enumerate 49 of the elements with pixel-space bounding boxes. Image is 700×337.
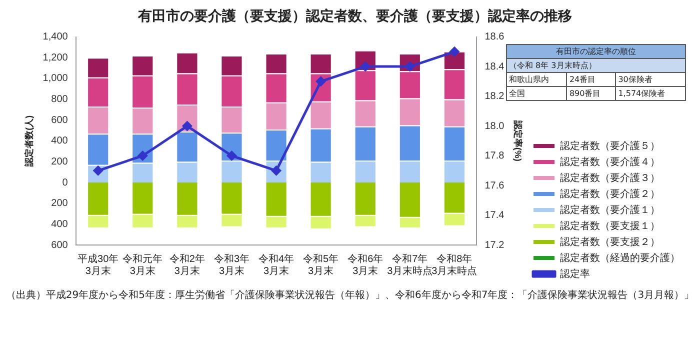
y2-tick-label: 18.6 — [484, 32, 505, 43]
x-tick-label: 令和7年 3月末時点 — [387, 252, 433, 277]
text: 30保険者 — [616, 72, 686, 86]
legend-label: 認定者数（要介護１） — [560, 204, 660, 216]
y2-tick-label: 17.2 — [484, 240, 505, 251]
x-tick-label: 令和5年 3月末 — [303, 252, 339, 277]
legend-label: 認定者数（要支援２） — [560, 236, 660, 248]
x-tick-label: 令和4年 3月末 — [258, 252, 294, 277]
y2-tick-label: 17.8 — [484, 150, 505, 162]
y-tick-label: 0 — [62, 177, 68, 188]
y-axis-title: 認定者数(人) — [24, 115, 34, 168]
y2-tick-label: 18.0 — [484, 120, 505, 132]
text: （令和 8年 3月末時点） — [506, 58, 686, 72]
legend-label: 認定者数（要支援１） — [560, 220, 660, 232]
text: 和歌山県内 — [506, 72, 567, 86]
legend-label: 認定率 — [560, 268, 590, 280]
y-tick-label: 800 — [51, 94, 68, 106]
y2-tick-label: 18.4 — [484, 61, 505, 72]
text: 1,200 — [42, 52, 68, 64]
legend-label: 認定者数（経過的要介護） — [560, 252, 680, 264]
x-tick-label: 令和3年 3月末 — [214, 252, 250, 277]
y-tick-label: 600 — [51, 114, 68, 126]
text: 全国 — [506, 86, 567, 100]
legend-label: 認定者数（要介護３） — [560, 172, 660, 184]
y-tick-label: 200 — [51, 156, 68, 168]
legend-label: 認定者数（要介護５） — [560, 140, 660, 152]
y-tick-label: 400 — [51, 136, 68, 147]
text: 1,574保険者 — [616, 86, 686, 100]
y2-tick-label: 18.2 — [484, 91, 505, 102]
x-tick-label: 令和6年 3月末 — [348, 252, 384, 277]
text: 1,000 — [42, 73, 68, 84]
text: 有田市の認定率の順位 — [506, 44, 686, 58]
y2-tick-label: 17.6 — [484, 180, 505, 192]
x-tick-label: 令和元年 3月末 — [122, 252, 163, 277]
text: 890番目 — [566, 86, 616, 100]
y-tick-label: 200 — [51, 198, 68, 210]
legend-label: 認定者数（要介護２） — [560, 188, 660, 200]
y-tick-label: 400 — [51, 218, 68, 230]
legend-label: 認定者数（要介護４） — [560, 156, 660, 168]
y2-tick-label: 17.4 — [484, 210, 505, 222]
text: （出典）平成29年度から令和5年度：厚生労働省「介護保険事業状況報告（年報）」、令和6年度から令和7年度：「介護保険事業状況報告（3月月報）」 — [4, 288, 696, 302]
text: 24番目 — [566, 72, 616, 86]
y2-axis-title: 認定率(%) — [513, 119, 524, 162]
text: 1,400 — [42, 32, 68, 43]
x-tick-label: 令和8年 3月末時点 — [432, 252, 478, 277]
x-tick-label: 平成30年 3月末 — [78, 252, 119, 277]
y-tick-label: 600 — [51, 240, 68, 251]
x-tick-label: 令和2年 3月末 — [169, 252, 205, 277]
chart-title: 有田市の要介護（要支援）認定者数、要介護（要支援）認定率の推移 — [137, 7, 572, 24]
